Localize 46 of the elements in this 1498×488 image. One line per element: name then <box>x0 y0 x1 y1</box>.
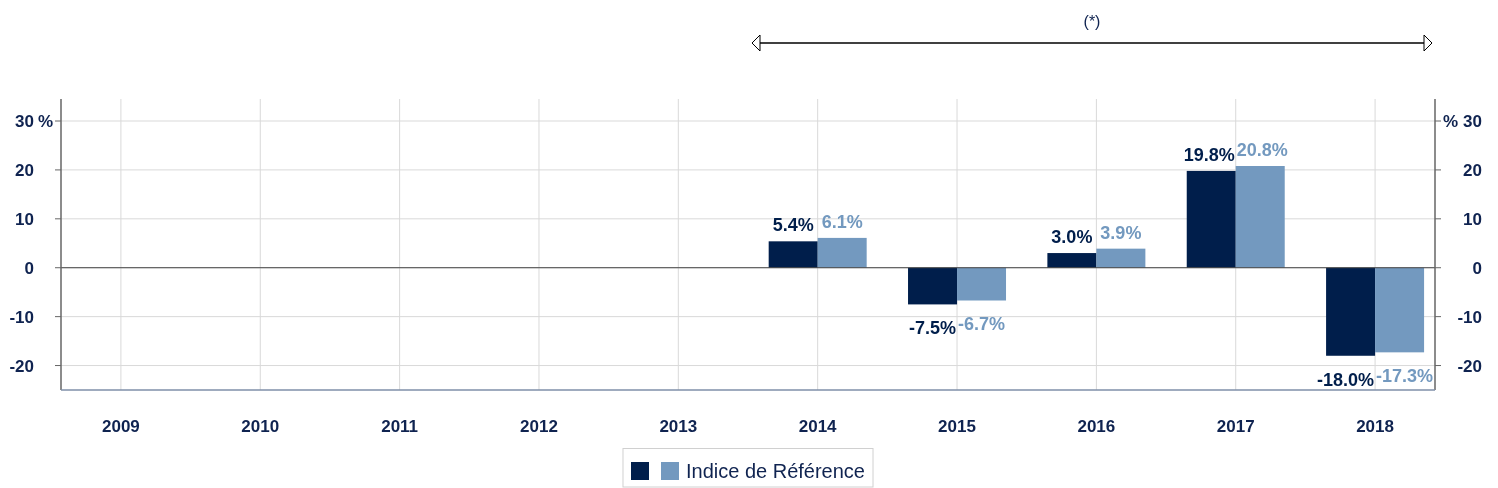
data-label: 5.4% <box>772 215 814 236</box>
x-tick-label: 2011 <box>381 417 419 436</box>
legend-label: Indice de Référence <box>686 460 866 482</box>
y-tick-label: 0 <box>24 258 34 278</box>
x-tick-label: 2017 <box>1216 417 1255 436</box>
y2-tick-label: -20 <box>1457 356 1482 376</box>
data-label: 20.8% <box>1236 140 1288 160</box>
x-tick-label: 2018 <box>1356 417 1394 436</box>
y-axis-title: % <box>37 112 53 132</box>
data-label: -18.0% <box>1317 369 1375 390</box>
bar <box>908 267 958 305</box>
y-tick-label: 30 <box>15 112 34 132</box>
y2-axis-title: % <box>1443 112 1459 132</box>
bar <box>768 241 818 268</box>
data-label: -6.7% <box>958 314 1006 335</box>
data-label: -17.3% <box>1376 366 1434 387</box>
bar <box>1235 166 1285 268</box>
data-label: 6.1% <box>821 211 863 232</box>
y2-tick-label: 0 <box>1472 258 1482 278</box>
x-tick-label: 2009 <box>102 417 140 436</box>
y2-tick-label: -10 <box>1457 307 1482 327</box>
data-label: -7.5% <box>909 318 957 339</box>
x-tick-label: 2010 <box>241 417 280 436</box>
bar <box>1047 253 1097 268</box>
data-label: 3.9% <box>1100 222 1142 243</box>
bar <box>957 267 1007 301</box>
y2-tick-label: 10 <box>1463 209 1482 229</box>
bar <box>1326 267 1376 356</box>
y-tick-label: -20 <box>9 356 34 376</box>
bar <box>1096 248 1146 268</box>
text: (*) <box>1083 13 1101 30</box>
bar <box>1186 170 1236 268</box>
y-tick-label: 10 <box>15 209 34 229</box>
bar <box>1375 267 1425 353</box>
data-label: 3.0% <box>1051 227 1093 248</box>
x-tick-label: 2013 <box>659 417 698 436</box>
x-tick-label: 2016 <box>1077 417 1116 436</box>
x-tick-label: 2015 <box>938 417 976 436</box>
y-tick-label: 20 <box>15 160 34 180</box>
data-label: 19.8% <box>1183 144 1235 165</box>
x-tick-label: 2014 <box>798 417 838 436</box>
y-tick-label: -10 <box>9 307 34 327</box>
y2-tick-label: 30 <box>1463 112 1482 132</box>
bar <box>817 237 867 268</box>
x-tick-label: 2012 <box>520 417 558 436</box>
y2-tick-label: 20 <box>1463 160 1482 180</box>
